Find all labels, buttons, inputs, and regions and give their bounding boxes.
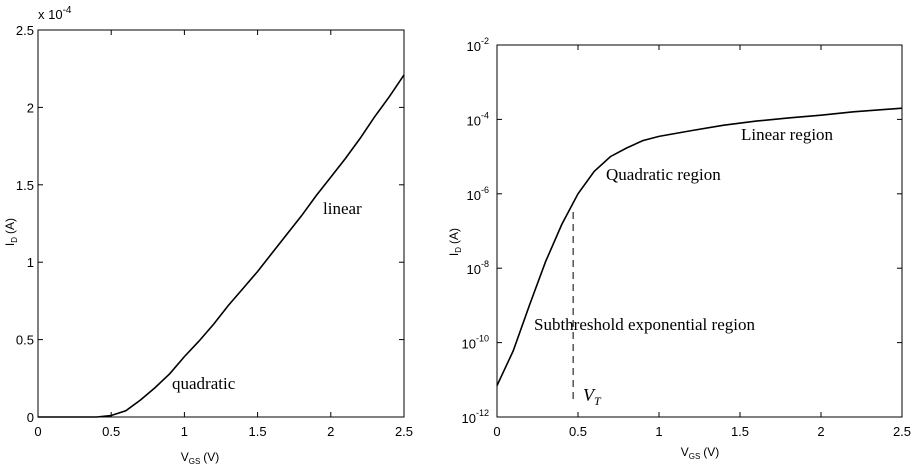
log-chart: 0 0.5 1 1.5 2 2.5 10-1210-1010-810-610-410-2 …	[447, 36, 911, 461]
log-y-ticks: 10-12 10-10 10-8 10-6 10-4 10-2	[462, 36, 902, 426]
annotation-subthreshold-region: Subthreshold exponential region	[534, 315, 755, 334]
log-y-tick-label: 10-2	[467, 36, 489, 54]
linear-y-tick-label: 1	[27, 255, 34, 270]
linear-y-ticks: 0 0.5 1 1.5 2 2.5	[16, 23, 404, 425]
linear-y-tick-label: 2	[27, 100, 34, 115]
linear-x-ticks: 0 0.5 1 1.5 2 2.5	[34, 30, 413, 439]
log-y-tick-label: 10-6	[467, 185, 489, 203]
log-x-tick-label: 1.5	[731, 424, 749, 439]
log-x-tick-label: 1	[655, 424, 662, 439]
log-y-axis-label: ID(A)	[447, 228, 463, 256]
linear-x-tick-label: 2.5	[395, 424, 413, 439]
log-series-line	[496, 107, 903, 386]
annotation-quadratic-region: Quadratic region	[606, 165, 721, 184]
log-x-tick-label: 2.5	[893, 424, 911, 439]
log-y-tick-label: 10-8	[467, 259, 489, 277]
linear-chart: 0 0.5 1 1.5 2 2.5 0 0.5 1 1.5 2 2.5 x 10-4 quadrat…	[3, 5, 413, 465]
linear-plot-area	[37, 29, 405, 418]
log-x-axis-label: VGS (V)	[681, 445, 720, 461]
linear-x-tick-label: 0.5	[102, 424, 120, 439]
log-y-tick-label: 10-12	[462, 408, 489, 426]
log-plot-area	[496, 44, 903, 418]
linear-y-tick-label: 1.5	[16, 178, 34, 193]
linear-y-exponent: x 10-4	[38, 5, 72, 22]
annotation-linear-region: Linear region	[741, 125, 834, 144]
annotation-linear: linear	[323, 199, 362, 218]
linear-y-axis-label: ID(A)	[3, 218, 19, 246]
annotation-quadratic: quadratic	[172, 374, 236, 393]
linear-series-line	[38, 74, 405, 418]
log-x-tick-label: 2	[817, 424, 824, 439]
log-x-tick-label: 0.5	[569, 424, 587, 439]
linear-x-tick-label: 1	[181, 424, 188, 439]
log-y-tick-label: 10-4	[467, 110, 489, 128]
linear-x-axis-label: VGS (V)	[181, 450, 220, 465]
log-x-ticks: 0 0.5 1 1.5 2 2.5	[493, 45, 911, 439]
linear-x-tick-label: 2	[327, 424, 334, 439]
linear-x-tick-label: 1.5	[249, 424, 267, 439]
linear-y-tick-label: 0.5	[16, 333, 34, 348]
threshold-label: VT	[583, 385, 602, 408]
log-x-tick-label: 0	[493, 424, 500, 439]
linear-y-tick-label: 0	[27, 410, 34, 425]
log-y-tick-label: 10-10	[462, 334, 489, 352]
linear-x-tick-label: 0	[34, 424, 41, 439]
linear-y-tick-label: 2.5	[16, 23, 34, 38]
